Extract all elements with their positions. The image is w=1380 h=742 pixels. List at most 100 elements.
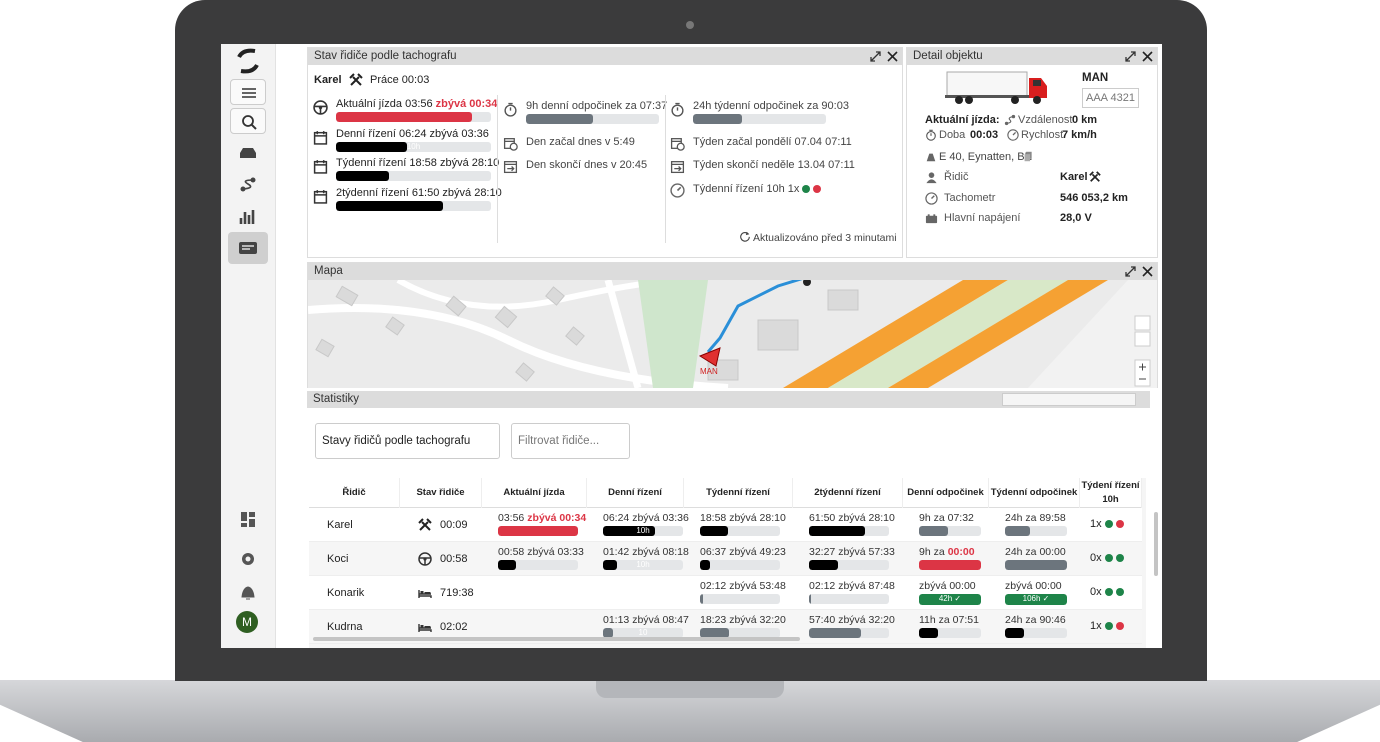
- row-value: 28,0 V: [1060, 212, 1092, 224]
- item-label: Týdenní řízení 18:58 zbývá 28:10: [336, 157, 499, 169]
- screen: M Stav řidiče podle tachografu Karel Prác…: [221, 44, 1162, 648]
- nav-button[interactable]: [230, 140, 266, 166]
- column-header: Týdení řízení 10h: [1080, 478, 1142, 508]
- cell-extra: 00:00: [947, 546, 975, 558]
- cell-text: 06:37 zbývá 49:23: [700, 546, 786, 558]
- row-value: 546 053,2 km: [1060, 191, 1128, 204]
- cell-value: 18:58 zbývá 28:10: [700, 512, 786, 524]
- status-dot: [1115, 588, 1124, 597]
- cell-text: 06:24 zbývá 03:36: [603, 512, 689, 524]
- item-label: Den začal dnes v 5:49: [526, 136, 635, 148]
- cell-text: 9h za 00:00: [919, 546, 975, 558]
- icon: [925, 191, 938, 205]
- h-scrollbar: [313, 637, 800, 641]
- progress-track: [919, 560, 981, 570]
- progress-label: 10h: [636, 526, 650, 535]
- progress-label: 42h ✓: [938, 594, 962, 603]
- nav-button[interactable]: [230, 546, 266, 572]
- cell-value: 32:27 zbývá 57:33: [809, 546, 895, 558]
- close-button[interactable]: [887, 51, 898, 62]
- progress-bar: [919, 560, 981, 570]
- nav-button[interactable]: [230, 506, 266, 532]
- progress-track: [498, 526, 578, 536]
- updated-note: Aktualizováno před 3 minutami: [753, 232, 897, 244]
- progress-track: 10h: [603, 560, 683, 570]
- progress-bar: [336, 171, 389, 181]
- progress-track: [919, 526, 981, 536]
- expand-button[interactable]: [1125, 266, 1136, 277]
- panel-title: Mapa: [308, 263, 1157, 280]
- close-button[interactable]: [1142, 51, 1153, 62]
- progress-track: [809, 594, 889, 604]
- table-header: Řidič Stav řidiče Aktuální jízda Denní říze…: [309, 478, 1142, 508]
- driver-cell: Kudrna: [327, 621, 363, 633]
- nav-button[interactable]: [228, 232, 268, 264]
- nav-button[interactable]: [230, 580, 266, 606]
- progress-track: [809, 560, 889, 570]
- progress-label: 106h ✓: [1022, 594, 1050, 603]
- icon: [670, 183, 685, 198]
- icon: [313, 189, 328, 204]
- info-label: Rychlost: [1021, 129, 1064, 141]
- progress-track: 106h ✓: [1005, 594, 1067, 605]
- progress-bar: [919, 628, 938, 638]
- map-marker-label: MAN: [700, 367, 718, 376]
- driver-table: Řidič Stav řidiče Aktuální jízda Denní říze…: [309, 478, 1146, 648]
- progress-track: 10h: [603, 526, 683, 536]
- column-header: Denní odpočinek: [903, 478, 989, 508]
- divider: [497, 95, 498, 243]
- map-view: [308, 280, 1157, 388]
- truck-image: [945, 71, 1047, 104]
- icon: [418, 518, 432, 532]
- column-header: Denní řízení: [587, 478, 684, 508]
- state-select[interactable]: Stavy řidičů podle tachografu: [315, 423, 500, 459]
- cell-value: 03:56: [498, 512, 525, 524]
- avatar[interactable]: M: [236, 611, 258, 633]
- driver-cell: Karel: [327, 519, 353, 531]
- item-label: 2týdenní řízení 61:50 zbývá 28:10: [336, 187, 502, 199]
- progress-bar: [526, 114, 593, 124]
- progress-track: [809, 526, 889, 536]
- progress-bar: [809, 594, 812, 604]
- row-label: Tachometr: [944, 191, 996, 204]
- cell-value: zbývá 00:00: [1005, 580, 1062, 592]
- count-text: 1x: [1090, 620, 1102, 632]
- status-dot: [1104, 520, 1113, 529]
- cell-text: 18:23 zbývá 32:20: [700, 614, 786, 626]
- driver-filter[interactable]: Filtrovat řidiče...: [511, 423, 630, 459]
- select-text: Stavy řidičů podle tachografu: [322, 435, 471, 447]
- detail-panel: Detail objektu MAN AAA 4321 Aktuální jízda…: [906, 47, 1158, 258]
- cell-value: 06:37 zbývá 49:23: [700, 546, 786, 558]
- info-value: 7 km/h: [1062, 129, 1097, 141]
- label-text: Týden skončí neděle 13.04 07:11: [693, 159, 855, 171]
- close-button[interactable]: [1142, 266, 1153, 277]
- progress-track: [526, 114, 659, 124]
- item-label: 24h týdenní odpočinek za 90:03: [693, 100, 849, 112]
- item-label: Týdenní řízení 10h 1x: [693, 183, 822, 195]
- cell-text: 24h za 00:00: [1005, 546, 1066, 558]
- item-label: Aktuální jízda 03:56 zbývá 00:34: [336, 98, 497, 110]
- search-box[interactable]: [1002, 393, 1136, 406]
- nav-button[interactable]: [230, 204, 266, 230]
- nav-button[interactable]: [230, 79, 266, 105]
- status-cell: 02:02: [440, 621, 468, 633]
- nav-button[interactable]: [230, 108, 266, 134]
- table-row: Karel 00:09 03:56 zbývá 00:34 06:24 zbývá 03…: [309, 508, 1142, 542]
- label-text: Den začal dnes v 5:49: [526, 136, 635, 148]
- progress-track: [336, 171, 491, 181]
- expand-button[interactable]: [870, 51, 881, 62]
- cell-text: 00:58 zbývá 03:33: [498, 546, 584, 558]
- icon: [1007, 129, 1019, 141]
- row-label: Hlavní napájení: [944, 212, 1021, 224]
- progress-track: [700, 628, 780, 638]
- expand-button[interactable]: [1125, 51, 1136, 62]
- icon: [925, 171, 938, 184]
- progress-track: [700, 594, 780, 604]
- progress-bar: [700, 594, 704, 604]
- column-header: Aktuální jízda: [482, 478, 587, 508]
- count-text: 1x: [1090, 518, 1102, 530]
- nav-button[interactable]: [230, 172, 266, 198]
- row-label: Řidič: [944, 171, 969, 183]
- cell-text: 57:40 zbývá 32:20: [809, 614, 895, 626]
- cell-text: zbývá 00:00: [1005, 580, 1062, 592]
